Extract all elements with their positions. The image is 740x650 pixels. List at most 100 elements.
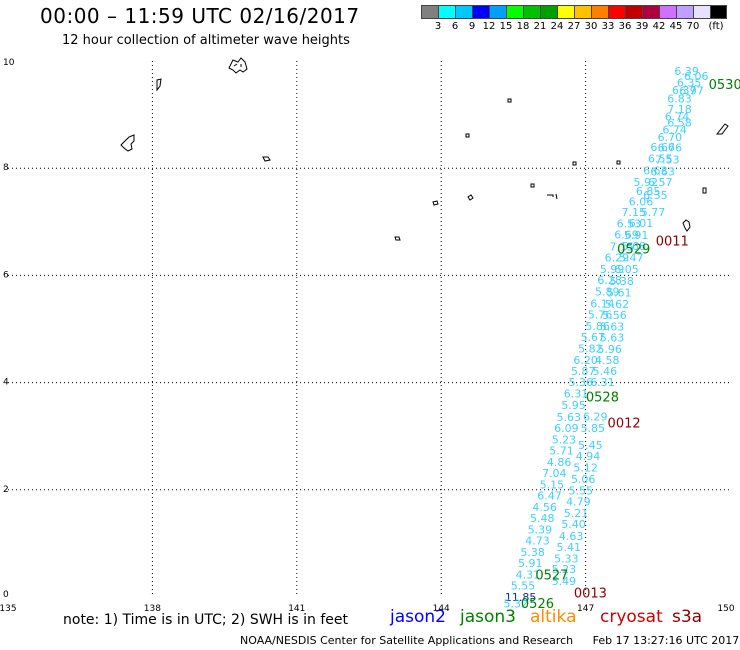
legend-swatch — [455, 5, 472, 19]
wave-height-value: 7.15 — [609, 240, 634, 253]
axis-labels: 135 138 141 144 147 150 0 2 4 6 8 10 — [0, 58, 735, 614]
wave-height-value: 6.05 — [614, 263, 639, 276]
legend-label: 27 — [567, 21, 581, 32]
longitude-tick-label: 138 — [144, 604, 161, 614]
legend-swatch — [574, 5, 591, 19]
legend-swatch — [625, 5, 642, 19]
legend-label: 39 — [635, 21, 649, 32]
latitude-tick-label: 8 — [3, 163, 9, 173]
legend-swatches — [421, 5, 740, 19]
wave-height-value: 5.38 — [520, 546, 545, 559]
map-title: 00:00 – 11:59 UTC 02/16/2017 — [40, 4, 360, 28]
wave-height-value: 5.63 — [600, 320, 625, 333]
legend-label: 42 — [652, 21, 666, 32]
pass-time-labels: 0530 0011 0529 0528 0012 0527 0013 0526 — [521, 78, 740, 612]
wave-height-value: 6.20 — [573, 354, 598, 367]
wave-height-value: 5.96 — [597, 343, 622, 356]
wave-height-value: 5.38 — [609, 275, 634, 288]
wave-height-value: 4.73 — [525, 535, 550, 548]
wave-height-value: 5.15 — [540, 478, 565, 491]
latitude-tick-label: 6 — [3, 270, 9, 280]
island-outline — [616, 160, 621, 165]
wave-height-value: 6.55 — [648, 153, 673, 166]
wave-height-value: 5.71 — [549, 445, 574, 458]
satellite-legend-jason2: jason2 — [390, 607, 446, 627]
legend-label: 33 — [601, 21, 615, 32]
wave-height-value: 6.63 — [643, 164, 668, 177]
land-outlines — [120, 57, 729, 241]
wave-height-value: 6.83 — [667, 93, 692, 106]
wave-height-value: 5.68 — [621, 240, 646, 253]
wave-height-value: 5.63 — [557, 411, 582, 424]
latitude-tick-label: 10 — [3, 58, 15, 68]
pass-time-label: 0526 — [521, 597, 554, 612]
legend-label: 3 — [434, 21, 442, 32]
wave-height-value: 6.09 — [554, 422, 579, 435]
wave-height-value: 7.53 — [655, 154, 680, 167]
wave-height-value: 4.79 — [566, 496, 591, 509]
wave-height-value: 5.91 — [624, 229, 649, 242]
legend-label: 15 — [499, 21, 513, 32]
island-outline — [547, 193, 558, 200]
island-outline — [120, 134, 135, 152]
legend-swatch — [489, 5, 506, 19]
legend-swatch — [472, 5, 489, 19]
wave-height-value: 5.48 — [530, 512, 555, 525]
wave-height-value: 6.06 — [684, 70, 709, 83]
latitude-tick-label: 4 — [3, 378, 9, 388]
wave-height-value: 6.74 — [665, 111, 690, 124]
wave-height-value: 4.63 — [559, 530, 584, 543]
wave-height-value: 5.87 — [571, 365, 596, 378]
wave-height-value: 6.29 — [583, 410, 608, 423]
wave-height-value: 5.89 — [595, 285, 620, 298]
pass-time-label: 0529 — [617, 243, 650, 258]
pass-time-label: 0012 — [608, 416, 641, 431]
footnote: note: 1) Time is in UTC; 2) SWH is in fe… — [63, 612, 349, 628]
latitude-tick-label: 2 — [3, 485, 9, 495]
wave-height-value: 5.92 — [634, 176, 659, 189]
wave-height-value: 7.18 — [667, 103, 692, 116]
longitude-tick-label: 144 — [433, 604, 450, 614]
island-outline — [467, 194, 474, 201]
island-outline — [394, 236, 401, 241]
legend-label: 9 — [468, 21, 476, 32]
legend-label: 30 — [584, 21, 598, 32]
legend-label: 45 — [669, 21, 683, 32]
wave-height-value: 4.56 — [532, 501, 557, 514]
longitude-tick-label: 150 — [717, 604, 734, 614]
island-outline — [228, 57, 248, 74]
legend-swatch — [523, 5, 540, 19]
wave-height-value: 5.77 — [641, 206, 666, 219]
pass-time-label: 0013 — [574, 587, 607, 602]
wave-height-value: 6.29 — [605, 252, 630, 265]
wave-height-value: 5.21 — [564, 507, 589, 520]
satellite-legend-jason3: jason3 — [460, 607, 516, 627]
pass-time-label: 0527 — [535, 568, 568, 583]
wave-height-value: 6.57 — [648, 176, 673, 189]
legend-label: 70 — [686, 21, 700, 32]
wave-height-value: 5.86 — [585, 320, 610, 333]
legend-swatch — [642, 5, 659, 19]
wave-height-value: 5.62 — [605, 298, 630, 311]
wave-height-value: 5.36 — [569, 376, 594, 389]
legend-swatch — [540, 5, 557, 19]
wave-height-value: 6.31 — [564, 387, 589, 400]
wave-height-value: 5.85 — [581, 422, 606, 435]
wave-height-value: 5.06 — [571, 473, 596, 486]
legend-swatch — [710, 5, 727, 19]
legend-swatch — [557, 5, 574, 19]
credit-timestamp: Feb 17 13:27:16 UTC 2017 — [592, 634, 740, 647]
island-outline — [682, 219, 691, 232]
wave-height-value: 4.94 — [576, 450, 601, 463]
wave-height-value: 6.31 — [590, 376, 615, 389]
legend-label: 12 — [482, 21, 496, 32]
satellite-legend-cryosat: cryosat — [600, 607, 663, 627]
legend-label: 36 — [618, 21, 632, 32]
island-outline — [715, 123, 729, 135]
wave-height-value: 5.63 — [600, 332, 625, 345]
wave-height-value: 6.63 — [650, 165, 675, 178]
wave-height-value: 4.58 — [595, 354, 620, 367]
wave-height-value: 7.15 — [621, 206, 646, 219]
wave-height-value: 5.82 — [578, 342, 603, 355]
wave-height-value: 5.23 — [552, 563, 577, 576]
